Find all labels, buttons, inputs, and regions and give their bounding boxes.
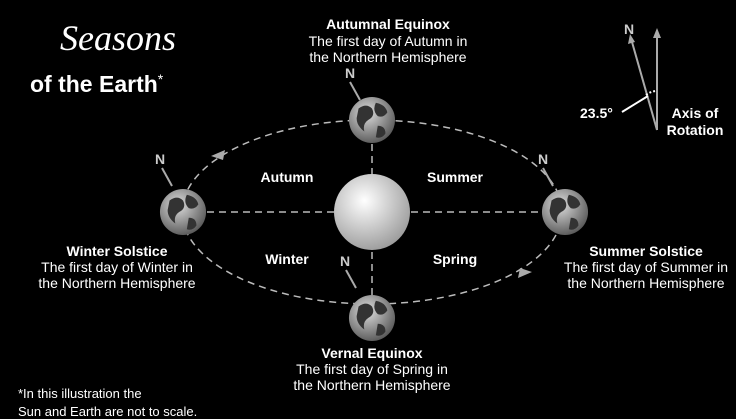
position-desc: The first day of Winter in xyxy=(41,259,193,275)
position-desc: The first day of Spring in xyxy=(296,361,448,377)
position-desc: the Northern Hemisphere xyxy=(309,49,466,65)
axis-label: Axis of xyxy=(672,105,719,121)
north-label: N xyxy=(345,65,355,81)
earth-vernal xyxy=(349,295,395,341)
diagram: Seasons of the Earth* N N N N N 23.5° Ax… xyxy=(0,0,736,419)
position-name: Winter Solstice xyxy=(66,243,167,259)
axis-angle: 23.5° xyxy=(580,105,613,121)
position-desc: the Northern Hemisphere xyxy=(567,275,724,291)
sun xyxy=(334,174,410,250)
north-label: N xyxy=(340,253,350,269)
position-name: Summer Solstice xyxy=(589,243,703,259)
north-label: N xyxy=(624,21,634,37)
earth-autumnal xyxy=(349,97,395,143)
title-main-text: of the Earth xyxy=(30,71,158,97)
title-script: Seasons xyxy=(60,18,176,58)
north-label: N xyxy=(155,151,165,167)
footnote: Sun and Earth are not to scale. xyxy=(18,404,197,419)
season-label: Autumn xyxy=(261,169,314,185)
season-label: Spring xyxy=(433,251,477,267)
earth-summer xyxy=(542,189,588,235)
footnote: *In this illustration the xyxy=(18,386,142,401)
position-desc: The first day of Summer in xyxy=(564,259,728,275)
position-desc: the Northern Hemisphere xyxy=(293,377,450,393)
position-name: Vernal Equinox xyxy=(321,345,422,361)
position-name: Autumnal Equinox xyxy=(326,16,450,32)
title-mark: * xyxy=(158,71,164,87)
title-main: of the Earth* xyxy=(30,71,164,97)
season-label: Winter xyxy=(265,251,309,267)
position-desc: the Northern Hemisphere xyxy=(38,275,195,291)
earth-winter xyxy=(160,189,206,235)
season-label: Summer xyxy=(427,169,484,185)
position-desc: The first day of Autumn in xyxy=(309,33,468,49)
axis-label: Rotation xyxy=(667,122,724,138)
north-label: N xyxy=(538,151,548,167)
